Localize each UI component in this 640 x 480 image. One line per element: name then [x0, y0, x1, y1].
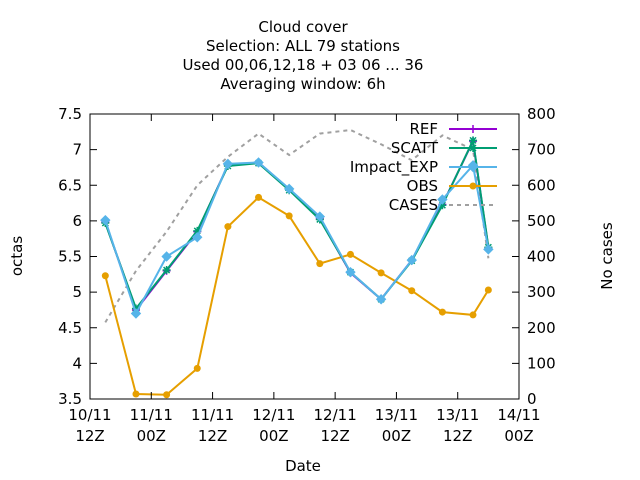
axis-ticks: 3.5 4 4.5 5 5.5 6 6.5 7 7.5 0 100 200 300 400 500 600 70…	[58, 105, 556, 445]
legend-entry: SCATT	[391, 139, 497, 157]
data-point	[469, 136, 478, 145]
data-point	[224, 223, 232, 231]
data-point	[437, 194, 448, 205]
data-point	[130, 308, 142, 319]
series-line	[104, 196, 490, 396]
data-point	[193, 364, 201, 372]
title-line-1: Cloud cover	[258, 18, 348, 36]
series-layer	[100, 128, 494, 399]
data-point	[406, 254, 417, 266]
y2-tick-label: 300	[527, 283, 556, 301]
chart-title: Cloud cover Selection: ALL 79 stations U…	[183, 18, 424, 93]
data-point	[162, 266, 171, 275]
y2-tick-label: 600	[527, 176, 556, 194]
data-point	[255, 193, 263, 201]
x-tick-label-hour: 00Z	[382, 427, 411, 445]
data-point	[484, 286, 492, 294]
x-tick-label-hour: 00Z	[504, 427, 533, 445]
y-tick-label: 7.5	[58, 105, 82, 123]
plot-area-border	[89, 113, 520, 400]
data-point	[132, 390, 140, 398]
y-axis-label: octas	[8, 236, 26, 276]
y-tick-label: 3.5	[58, 390, 82, 408]
y2-axis-label: No cases	[598, 222, 616, 290]
x-tick-label-hour: 00Z	[259, 427, 288, 445]
x-tick-label-date: 11/11	[191, 406, 234, 424]
y-tick-label: 6	[72, 212, 82, 230]
x-axis-label: Date	[285, 457, 321, 475]
title-line-4: Averaging window: 6h	[220, 75, 385, 93]
legend-marker	[469, 125, 477, 133]
data-point	[161, 251, 172, 262]
data-point	[377, 269, 385, 277]
series-impact-exp	[100, 157, 494, 319]
x-tick-label-hour: 12Z	[198, 427, 227, 445]
x-tick-label-date: 13/11	[375, 406, 418, 424]
x-tick-label-hour: 00Z	[137, 427, 166, 445]
legend-entry: Impact_EXP	[350, 158, 497, 177]
data-point	[163, 391, 171, 399]
legend-label: Impact_EXP	[350, 158, 438, 177]
data-point	[283, 183, 295, 195]
x-tick-label-hour: 12Z	[75, 427, 104, 445]
data-point	[314, 211, 326, 222]
data-point	[438, 308, 446, 316]
data-point	[346, 250, 354, 258]
y-tick-label: 4.5	[58, 319, 82, 337]
data-point	[101, 272, 109, 280]
x-tick-label-date: 14/11	[497, 406, 540, 424]
data-point	[100, 214, 111, 226]
legend-label: SCATT	[391, 139, 439, 157]
legend-marker	[467, 161, 479, 173]
x-tick-label-hour: 12Z	[320, 427, 349, 445]
legend-entry: OBS	[407, 177, 497, 195]
data-point	[345, 266, 356, 278]
data-point	[193, 226, 202, 235]
series-obs	[101, 193, 492, 399]
x-tick-label-hour: 12Z	[443, 427, 472, 445]
x-tick-label-date: 13/11	[436, 406, 479, 424]
y-tick-label: 7	[72, 141, 82, 159]
series-line	[104, 161, 490, 317]
data-point	[438, 201, 447, 210]
y2-tick-label: 100	[527, 354, 556, 372]
data-point	[192, 232, 203, 243]
legend-label: OBS	[407, 177, 438, 195]
y-tick-label: 6.5	[58, 176, 82, 194]
data-point	[483, 244, 494, 255]
data-point	[253, 157, 264, 168]
y-tick-label: 5.5	[58, 248, 82, 266]
legend-label: REF	[409, 120, 438, 138]
data-point	[408, 287, 416, 295]
title-line-2: Selection: ALL 79 stations	[206, 37, 400, 55]
y2-tick-label: 700	[527, 141, 556, 159]
y2-tick-label: 500	[527, 212, 556, 230]
title-line-3: Used 00,06,12,18 + 03 06 ... 36	[183, 56, 424, 74]
legend-marker	[469, 182, 477, 190]
x-tick-label-date: 12/11	[252, 406, 295, 424]
y2-tick-label: 0	[527, 390, 537, 408]
data-point	[285, 212, 293, 220]
data-point	[469, 311, 477, 319]
x-tick-label-date: 10/11	[68, 406, 111, 424]
legend-entry: CASES	[389, 196, 497, 214]
x-tick-label-date: 12/11	[314, 406, 357, 424]
legend-marker	[469, 144, 477, 152]
y-tick-label: 5	[72, 283, 82, 301]
y2-tick-label: 400	[527, 248, 556, 266]
data-point	[222, 158, 234, 170]
x-tick-label-date: 11/11	[130, 406, 173, 424]
legend-label: CASES	[389, 196, 438, 214]
series-line	[104, 136, 490, 311]
legend-entry: REF	[409, 120, 497, 138]
y2-tick-label: 800	[527, 105, 556, 123]
y-tick-label: 4	[72, 354, 82, 372]
data-point	[316, 260, 324, 268]
y2-tick-label: 200	[527, 319, 556, 337]
data-point	[375, 294, 387, 305]
